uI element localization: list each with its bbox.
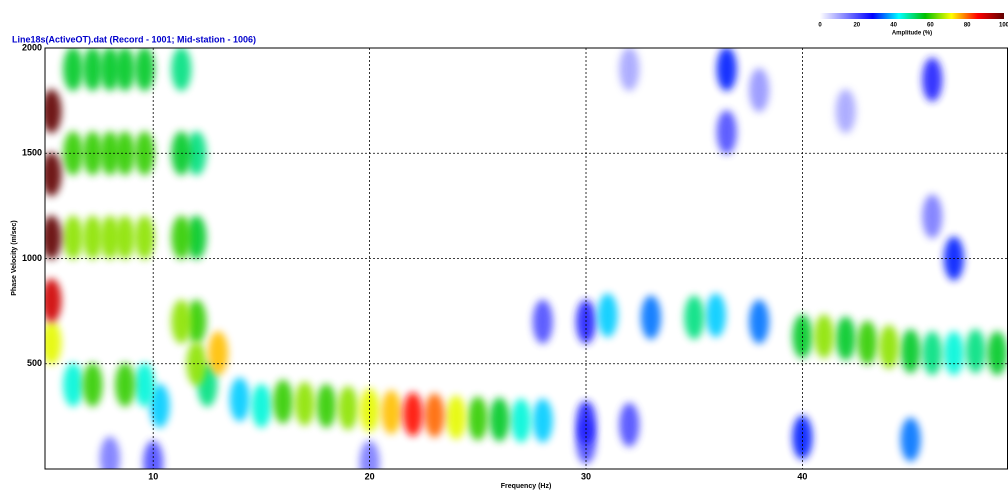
heat-cell	[171, 299, 192, 344]
heat-cell	[171, 48, 192, 92]
heat-cell	[749, 68, 770, 113]
heat-cell	[45, 215, 62, 260]
heat-cell	[814, 314, 835, 359]
heat-cell	[273, 379, 294, 424]
x-tick-label: 30	[581, 471, 591, 481]
heat-cell	[705, 293, 726, 338]
heat-cell	[900, 417, 921, 462]
heat-cell	[467, 396, 488, 441]
heat-cell	[143, 440, 164, 469]
heat-cell	[82, 48, 103, 92]
y-axis-label: Phase Velocity (m/sec)	[11, 220, 18, 295]
heat-cell	[619, 402, 640, 447]
heat-cell	[134, 215, 155, 260]
x-tick-label: 10	[148, 471, 158, 481]
heat-cell	[171, 215, 192, 260]
y-tick-label: 1500	[22, 148, 42, 158]
heat-cell	[835, 89, 856, 134]
heat-cell	[82, 215, 103, 260]
heat-cell	[149, 383, 170, 428]
heat-cell	[45, 152, 62, 197]
heat-cell	[446, 395, 467, 440]
heat-cell	[186, 215, 207, 260]
heat-cell	[294, 381, 315, 426]
heat-cell	[424, 393, 445, 438]
heat-cell	[857, 320, 878, 365]
heat-cell	[684, 295, 705, 340]
heat-cell	[716, 48, 737, 92]
heat-cell	[316, 383, 337, 428]
heat-cell	[489, 397, 510, 442]
heat-cell	[63, 48, 84, 92]
heat-cell	[359, 440, 380, 469]
heat-cell	[922, 331, 943, 376]
heat-cell	[987, 331, 1008, 376]
heat-cell	[229, 377, 250, 422]
heat-cell	[134, 362, 155, 407]
y-tick-label: 2000	[22, 42, 42, 52]
heat-cell	[99, 215, 120, 260]
heat-cell	[208, 331, 229, 376]
colorbar-tick-label: 60	[927, 23, 934, 29]
heat-cell	[532, 398, 553, 443]
y-tick-label: 500	[27, 358, 42, 368]
heat-cell	[63, 362, 84, 407]
chart-title: Line18s(ActiveOT).dat (Record - 1001; Mi…	[12, 34, 256, 44]
heat-cell	[716, 110, 737, 155]
heat-cell	[82, 131, 103, 176]
heat-cell	[619, 48, 640, 92]
heat-cell	[359, 388, 380, 433]
heat-cell	[640, 295, 661, 340]
heat-cell	[337, 385, 358, 430]
x-axis-label: Frequency (Hz)	[501, 483, 552, 490]
colorbar-tick-label: 80	[964, 23, 971, 29]
heat-cell	[749, 299, 770, 344]
heat-cell	[402, 392, 423, 437]
heat-cell	[186, 131, 207, 176]
colorbar-label: Amplitude (%)	[892, 31, 932, 37]
heat-cell	[381, 390, 402, 435]
heat-cell	[115, 48, 136, 92]
heat-cell	[134, 48, 155, 92]
heat-cell	[922, 194, 943, 239]
heat-cell	[878, 324, 899, 369]
heat-cell	[900, 329, 921, 374]
heat-cell	[922, 57, 943, 102]
heat-cell	[251, 383, 272, 428]
colorbar	[820, 13, 1004, 19]
colorbar-tick-label: 20	[853, 23, 860, 29]
x-tick-label: 40	[797, 471, 807, 481]
heat-cell	[115, 215, 136, 260]
heat-cell	[63, 215, 84, 260]
heat-cell	[45, 89, 62, 134]
heat-cell	[511, 398, 532, 443]
colorbar-tick-label: 0	[818, 23, 822, 29]
heat-cell	[835, 316, 856, 361]
plot-area	[45, 48, 1008, 469]
heat-cell	[965, 329, 986, 374]
heat-cell	[82, 362, 103, 407]
heat-cell	[186, 341, 207, 386]
y-tick-label: 1000	[22, 253, 42, 263]
colorbar-tick-label: 40	[890, 23, 897, 29]
heat-cell	[134, 131, 155, 176]
x-tick-label: 20	[365, 471, 375, 481]
heat-cell	[45, 278, 62, 323]
heat-cell	[597, 293, 618, 338]
heat-cell	[45, 320, 62, 365]
heat-cell	[99, 48, 120, 92]
heat-cell	[576, 400, 597, 445]
heat-cell	[115, 362, 136, 407]
heat-cell	[186, 299, 207, 344]
colorbar-tick-label: 100	[999, 23, 1008, 29]
heat-cell	[943, 331, 964, 376]
heat-cell	[99, 436, 120, 469]
heat-cell	[532, 299, 553, 344]
